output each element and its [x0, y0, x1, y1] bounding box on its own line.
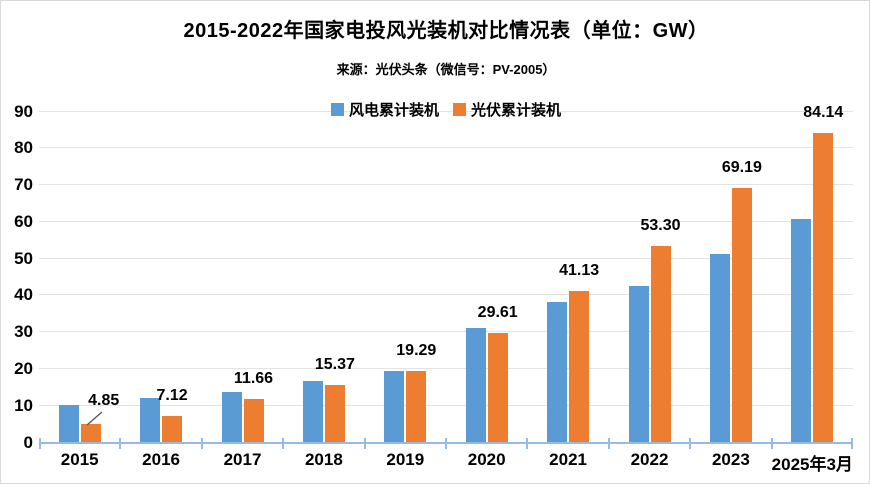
legend-label-solar: 光伏累计装机	[471, 101, 562, 119]
y-axis-label: 90	[14, 101, 33, 121]
bar-solar	[650, 245, 671, 442]
chart-legend: 风电累计装机 光伏累计装机	[39, 99, 853, 120]
solar-data-label: 53.30	[640, 216, 681, 234]
bar-solar	[569, 290, 590, 442]
bar-solar	[731, 187, 752, 442]
bar-wind	[465, 328, 486, 442]
gridline	[39, 184, 853, 186]
solar-data-label: 11.66	[233, 370, 274, 388]
y-axis-label: 10	[14, 395, 33, 415]
gridline	[39, 257, 853, 259]
x-axis-tick	[119, 438, 122, 449]
bar-solar	[80, 424, 101, 442]
bar-wind	[547, 301, 568, 442]
gridline	[39, 294, 853, 296]
legend-item-solar: 光伏累计装机	[453, 99, 561, 120]
bar-wind	[140, 398, 161, 442]
bar-solar	[324, 385, 345, 442]
bar-wind	[384, 371, 405, 442]
bar-solar	[162, 415, 183, 442]
plot-area: 0 10 20 30 40 50 60 70 80 90 2015 4.85 2016 7.12 2017 1…	[14, 102, 853, 474]
x-axis-tick	[39, 438, 41, 449]
x-axis-label: 2021	[549, 450, 587, 469]
wind-legend-swatch-icon	[330, 102, 344, 116]
chart-subtitle: 来源：光伏头条（微信号：PV-2005）	[336, 62, 556, 77]
x-axis-tick	[851, 438, 853, 449]
legend-label-wind: 风电累计装机	[348, 101, 439, 119]
y-axis-label: 0	[23, 432, 33, 452]
solar-data-label: 15.37	[314, 356, 355, 374]
solar-data-label: 29.61	[477, 304, 518, 322]
x-axis-tick	[770, 438, 773, 449]
x-axis-tick	[689, 438, 692, 449]
x-axis-label: 2015	[60, 450, 99, 469]
bar-wind	[709, 254, 730, 442]
solar-data-label: 69.19	[721, 158, 762, 176]
bar-wind	[628, 286, 649, 442]
x-axis-tick	[445, 438, 447, 449]
x-axis-label: 2022	[630, 450, 669, 469]
gridline	[39, 220, 853, 222]
y-axis-label: 50	[14, 248, 33, 268]
gridline	[39, 367, 853, 369]
x-axis-label: 2025年3月	[771, 455, 853, 474]
gridline	[39, 110, 853, 112]
y-axis-label: 40	[14, 285, 33, 305]
x-axis-label: 2018	[304, 450, 343, 469]
x-axis-label: 2023	[711, 450, 750, 469]
solar-data-label: 41.13	[559, 261, 600, 279]
solar-data-label: 19.29	[396, 342, 437, 360]
x-axis-label: 2016	[142, 450, 180, 469]
bar-solar	[243, 399, 264, 442]
x-axis-label: 2017	[223, 450, 262, 469]
bar-wind	[791, 218, 812, 442]
y-axis-label: 80	[14, 138, 33, 158]
y-axis-label: 70	[14, 175, 33, 195]
solar-data-label: 4.85	[88, 392, 120, 410]
y-axis-label: 30	[14, 322, 33, 342]
x-axis-tick	[282, 438, 285, 449]
y-axis-label: 20	[14, 358, 33, 378]
x-axis-label: 2019	[386, 450, 425, 469]
chart-title: 2015-2022年国家电投风光装机对比情况表（单位：GW）	[183, 20, 709, 42]
bar-wind	[302, 381, 323, 442]
x-axis-tick	[200, 438, 203, 449]
bar-wind	[58, 405, 79, 442]
x-axis-label: 2020	[467, 450, 506, 469]
gridline	[39, 147, 853, 149]
x-axis-tick	[526, 438, 529, 449]
solar-legend-swatch-icon	[453, 102, 466, 116]
bar-solar	[813, 132, 834, 442]
y-axis-label: 60	[14, 211, 33, 231]
solar-data-label: 7.12	[156, 386, 188, 404]
bar-solar	[406, 371, 427, 442]
label-leader-line	[86, 411, 103, 426]
bar-solar	[487, 333, 508, 442]
solar-data-label: 84.14	[803, 103, 844, 121]
bar-wind	[221, 391, 242, 442]
gridline	[39, 404, 853, 406]
legend-item-wind: 风电累计装机	[330, 99, 439, 120]
gridline	[39, 331, 853, 333]
x-axis-tick	[607, 438, 610, 449]
x-axis-tick	[363, 438, 366, 449]
